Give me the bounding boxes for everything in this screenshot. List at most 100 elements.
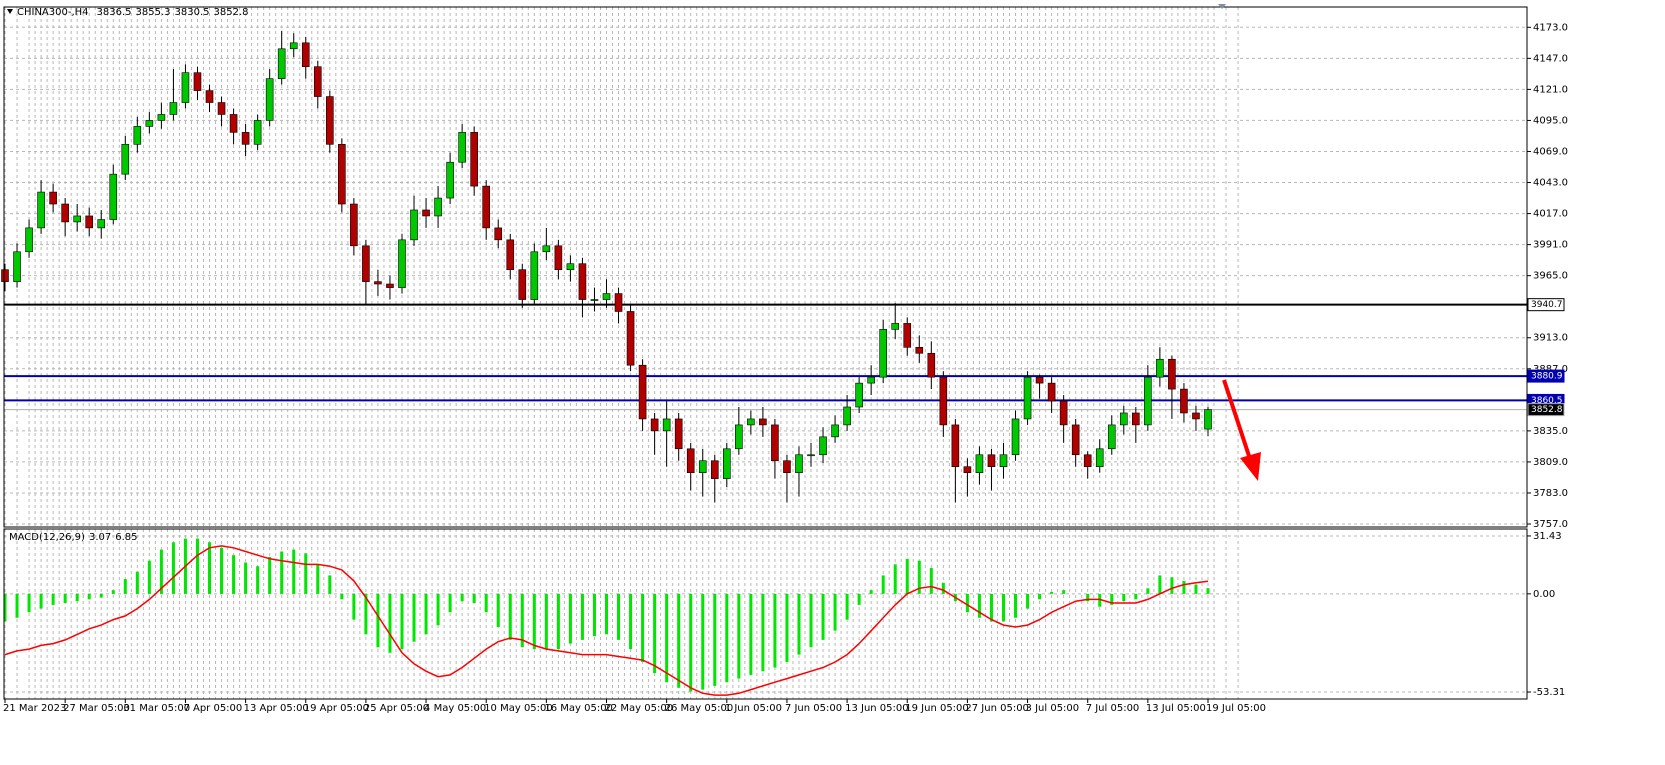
candle-body (470, 132, 478, 187)
macd-bar (484, 593, 488, 613)
candle-body (25, 227, 33, 253)
candle-body (1035, 376, 1044, 384)
candle-body (121, 144, 130, 175)
macd-bar (1062, 590, 1066, 594)
macd-bar (39, 593, 43, 609)
macd-bar (881, 575, 885, 594)
macd-bar (641, 593, 645, 662)
macd-bar (845, 593, 849, 620)
candle-body (181, 72, 190, 103)
menu-triangle[interactable] (7, 9, 13, 14)
candle-body (698, 460, 707, 473)
macd-bar (701, 593, 705, 690)
candle-body (650, 418, 659, 432)
macd-bar (87, 593, 91, 600)
macd-bar (448, 593, 452, 613)
macd-bar (965, 593, 969, 613)
candle-body (831, 424, 839, 438)
candle-body (963, 466, 972, 473)
macd-header: MACD(12,26,9) 3.07 6.85 (9, 532, 137, 543)
x-tick-label: 25 Apr 05:00 (364, 703, 429, 714)
y-tick-label: 0.00 (1533, 589, 1555, 600)
candle-body (446, 161, 454, 199)
candle-body (1, 269, 9, 282)
candle-body (855, 382, 863, 408)
macd-bar (917, 560, 921, 594)
candle-body (49, 191, 57, 205)
macd-bar (171, 542, 175, 594)
candle-body (735, 424, 743, 450)
candle-body (1071, 424, 1080, 456)
macd-bar (785, 593, 789, 662)
y-tick-label: 3887.0 (1533, 364, 1568, 375)
macd-bar (51, 593, 55, 605)
x-tick-label: 22 May 05:00 (605, 703, 674, 714)
macd-bar (1038, 593, 1042, 600)
macd-bar (821, 593, 825, 640)
macd-bar (857, 593, 861, 605)
low: 3830.5 (175, 7, 210, 18)
candle-body (662, 418, 671, 432)
macd-bar (1086, 593, 1090, 602)
price-tag-label: 3860.5 (1531, 396, 1563, 406)
macd-bar (617, 593, 621, 640)
candle-body (398, 239, 406, 288)
y-tick-label: 4017.0 (1533, 209, 1568, 220)
macd-bar (159, 549, 163, 594)
candle-body (374, 281, 382, 285)
candle-body (434, 197, 442, 217)
price-tag-label: 3940.7 (1531, 300, 1563, 310)
macd-bar (460, 593, 464, 602)
candle-body (145, 120, 154, 127)
macd-bar (1014, 593, 1018, 618)
macd-bar (1026, 593, 1030, 609)
high: 3855.3 (136, 7, 171, 18)
signal-value: 6.85 (115, 532, 137, 543)
candle-body (313, 66, 322, 97)
macd-bar (340, 593, 344, 600)
macd-bar (135, 571, 139, 594)
x-tick-label: 16 May 05:00 (544, 703, 613, 714)
y-tick-label: 4043.0 (1533, 178, 1568, 189)
x-tick-label: 1 Jun 05:00 (725, 703, 782, 714)
candle-body (867, 376, 875, 384)
price-tag (1527, 403, 1565, 417)
y-tick-label: 3991.0 (1533, 240, 1568, 251)
candle-body (554, 245, 563, 270)
macd-bar (1001, 593, 1005, 622)
candle-body (73, 215, 81, 223)
macd-bar (809, 593, 813, 648)
candle-body (37, 191, 45, 229)
macd-bar (532, 593, 536, 650)
x-tick-label: 7 Jun 05:00 (785, 703, 842, 714)
candle-body (891, 323, 900, 330)
candle-body (747, 418, 755, 426)
macd-bar (3, 593, 7, 622)
macd-bar (653, 593, 657, 674)
macd-bar (15, 593, 19, 618)
candle-body (602, 293, 611, 300)
arrow (1222, 379, 1261, 481)
candle-body (987, 454, 996, 468)
candle-body (915, 346, 924, 354)
symbol: CHINA300-,H4 (17, 7, 89, 18)
candle-body (879, 329, 887, 378)
candle-body (205, 90, 214, 103)
candle-body (217, 102, 226, 115)
macd-bar (725, 593, 729, 683)
candle-body (301, 42, 310, 68)
x-tick-label: 7 Jul 05:00 (1086, 703, 1140, 714)
macd-bar (1134, 593, 1138, 600)
macd-bar (256, 566, 260, 594)
candle-body (759, 418, 767, 426)
candle-body (13, 251, 21, 282)
candle-body (1180, 388, 1188, 414)
candle-body (109, 173, 118, 220)
macd-bar (1158, 575, 1162, 594)
candle-body (85, 215, 94, 229)
arrow-shaft (1222, 379, 1253, 463)
candle-body (975, 454, 984, 473)
macd-bar (388, 593, 392, 653)
macd-bar (605, 593, 608, 635)
candle-body (626, 311, 635, 366)
